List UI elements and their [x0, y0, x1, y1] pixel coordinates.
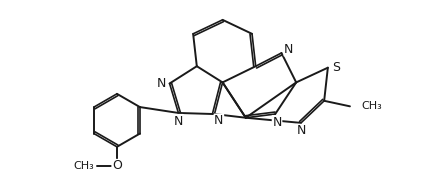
- Text: N: N: [174, 114, 183, 128]
- Text: N: N: [214, 114, 224, 127]
- Text: O: O: [112, 159, 122, 172]
- Text: N: N: [157, 77, 166, 90]
- Text: N: N: [296, 124, 306, 137]
- Text: N: N: [284, 43, 293, 56]
- Text: S: S: [332, 61, 340, 74]
- Text: CH₃: CH₃: [73, 161, 94, 171]
- Text: N: N: [272, 116, 282, 129]
- Text: CH₃: CH₃: [362, 101, 382, 111]
